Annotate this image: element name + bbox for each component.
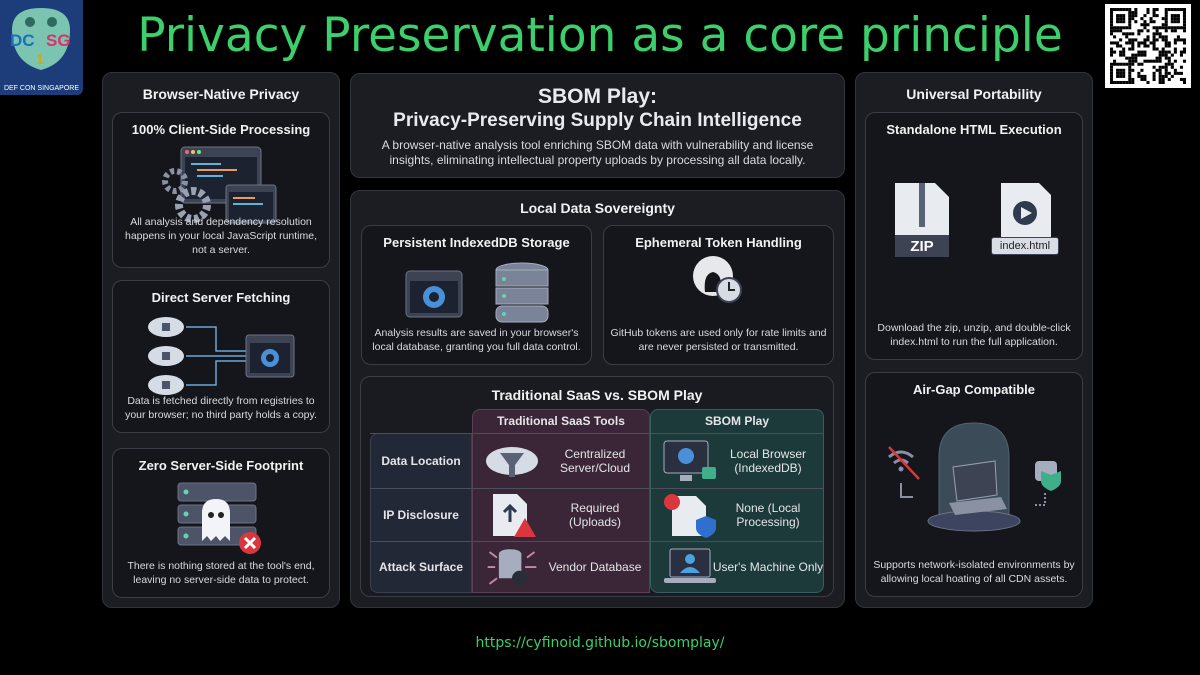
logo-text: DEF CON SINGAPORE <box>3 85 80 92</box>
card-standalone-html: Standalone HTML Execution ZIP index.html… <box>865 112 1083 360</box>
sbom-play-value: None (Local Processing) <box>735 500 801 529</box>
saas-value: Vendor Database <box>548 560 642 574</box>
column-header-sbom-play: SBOM Play <box>704 414 770 428</box>
card-title: 100% Client-Side Processing <box>131 122 311 137</box>
qr-code[interactable] <box>1105 4 1191 88</box>
comparison-heading: Traditional SaaS vs. SBOM Play <box>491 387 703 403</box>
card-title: Air-Gap Compatible <box>912 382 1036 397</box>
qr-code-icon <box>1110 8 1186 84</box>
svg-text:DC: DC <box>10 31 35 50</box>
sbom-play-header: SBOM Play: Privacy-Preserving Supply Cha… <box>350 73 845 178</box>
card-description: Analysis results are saved in your brows… <box>372 327 581 353</box>
panel-heading: Universal Portability <box>906 86 1042 102</box>
cloud-lock-to-browser-icon <box>113 313 329 399</box>
card-zero-server-side-footprint: Zero Server-Side Footprint There is noth… <box>112 448 330 598</box>
slide-title: Privacy Preservation as a core principle <box>137 8 1063 63</box>
column-header-saas: Traditional SaaS Tools <box>497 414 625 428</box>
card-description: Supports network-isolated environments b… <box>873 559 1075 585</box>
svg-text:1: 1 <box>36 51 44 67</box>
document-shield-icon <box>660 493 720 538</box>
svg-text:SG: SG <box>46 31 71 50</box>
zip-file-icon: ZIP <box>893 181 951 259</box>
row-labels-column <box>370 433 472 593</box>
card-indexeddb-storage: Persistent IndexedDB Storage Analysis re… <box>361 225 592 365</box>
card-title: Standalone HTML Execution <box>886 122 1062 137</box>
project-url-link[interactable]: https://cyfinoid.github.io/sbomplay/ <box>475 635 725 651</box>
card-title: Ephemeral Token Handling <box>635 235 802 250</box>
github-clock-icon <box>604 254 833 306</box>
product-subtitle: Privacy-Preserving Supply Chain Intellig… <box>393 110 802 131</box>
def-con-singapore-logo: DC SG 1 DEF CON SINGAPORE <box>0 0 83 95</box>
skull-logo-icon: DC SG1 <box>10 8 71 70</box>
air-gapped-laptop-icon <box>866 417 1082 537</box>
sbom-play-value: Local Browser (IndexedDB) <box>729 446 807 475</box>
saas-value: Centralized Server/Cloud <box>559 446 631 475</box>
row-label: Attack Surface <box>378 560 464 574</box>
card-direct-server-fetching: Direct Server Fetching Data is fetched d… <box>112 280 330 433</box>
card-description: Download the zip, unzip, and double-clic… <box>877 322 1071 348</box>
upload-warning-icon <box>482 493 542 537</box>
html-file-icon: index.html <box>991 181 1059 259</box>
browser-icon <box>405 270 462 318</box>
row-label: IP Disclosure <box>383 507 459 522</box>
ghost-server-icon <box>113 481 329 555</box>
monitor-lock-icon <box>660 439 720 482</box>
card-description: GitHub tokens are used only for rate lim… <box>610 327 827 353</box>
panel-heading: Browser-Native Privacy <box>142 86 300 102</box>
card-client-side-processing: 100% Client-Side Processing All analysis… <box>112 112 330 268</box>
card-description: All analysis and dependency resolution h… <box>124 216 317 256</box>
cloud-funnel-icon <box>482 439 542 482</box>
row-label: Data Location <box>381 453 461 468</box>
card-title: Zero Server-Side Footprint <box>138 458 304 473</box>
gears-code-window-icon <box>113 145 329 227</box>
panel-heading: Local Data Sovereignty <box>520 200 675 216</box>
card-title: Persistent IndexedDB Storage <box>383 235 570 250</box>
product-title: SBOM Play: <box>537 85 658 108</box>
laptop-user-icon <box>660 547 720 587</box>
card-air-gap: Air-Gap Compatible Supports network-isol… <box>865 372 1083 597</box>
database-icon <box>495 262 548 323</box>
card-description: Data is fetched directly from registries… <box>125 395 317 421</box>
sbom-play-value: User's Machine Only <box>712 560 824 574</box>
vendor-database-hacker-icon <box>482 547 542 587</box>
card-description: There is nothing stored at the tool's en… <box>127 560 315 586</box>
card-ephemeral-token: Ephemeral Token Handling GitHub tokens a… <box>603 225 834 365</box>
saas-value: Required (Uploads) <box>568 500 622 529</box>
card-title: Direct Server Fetching <box>151 290 291 305</box>
product-description: A browser-native analysis tool enriching… <box>381 138 814 167</box>
browser-database-icon <box>362 262 591 326</box>
zip-html-files-icon: ZIP index.html <box>866 181 1082 259</box>
